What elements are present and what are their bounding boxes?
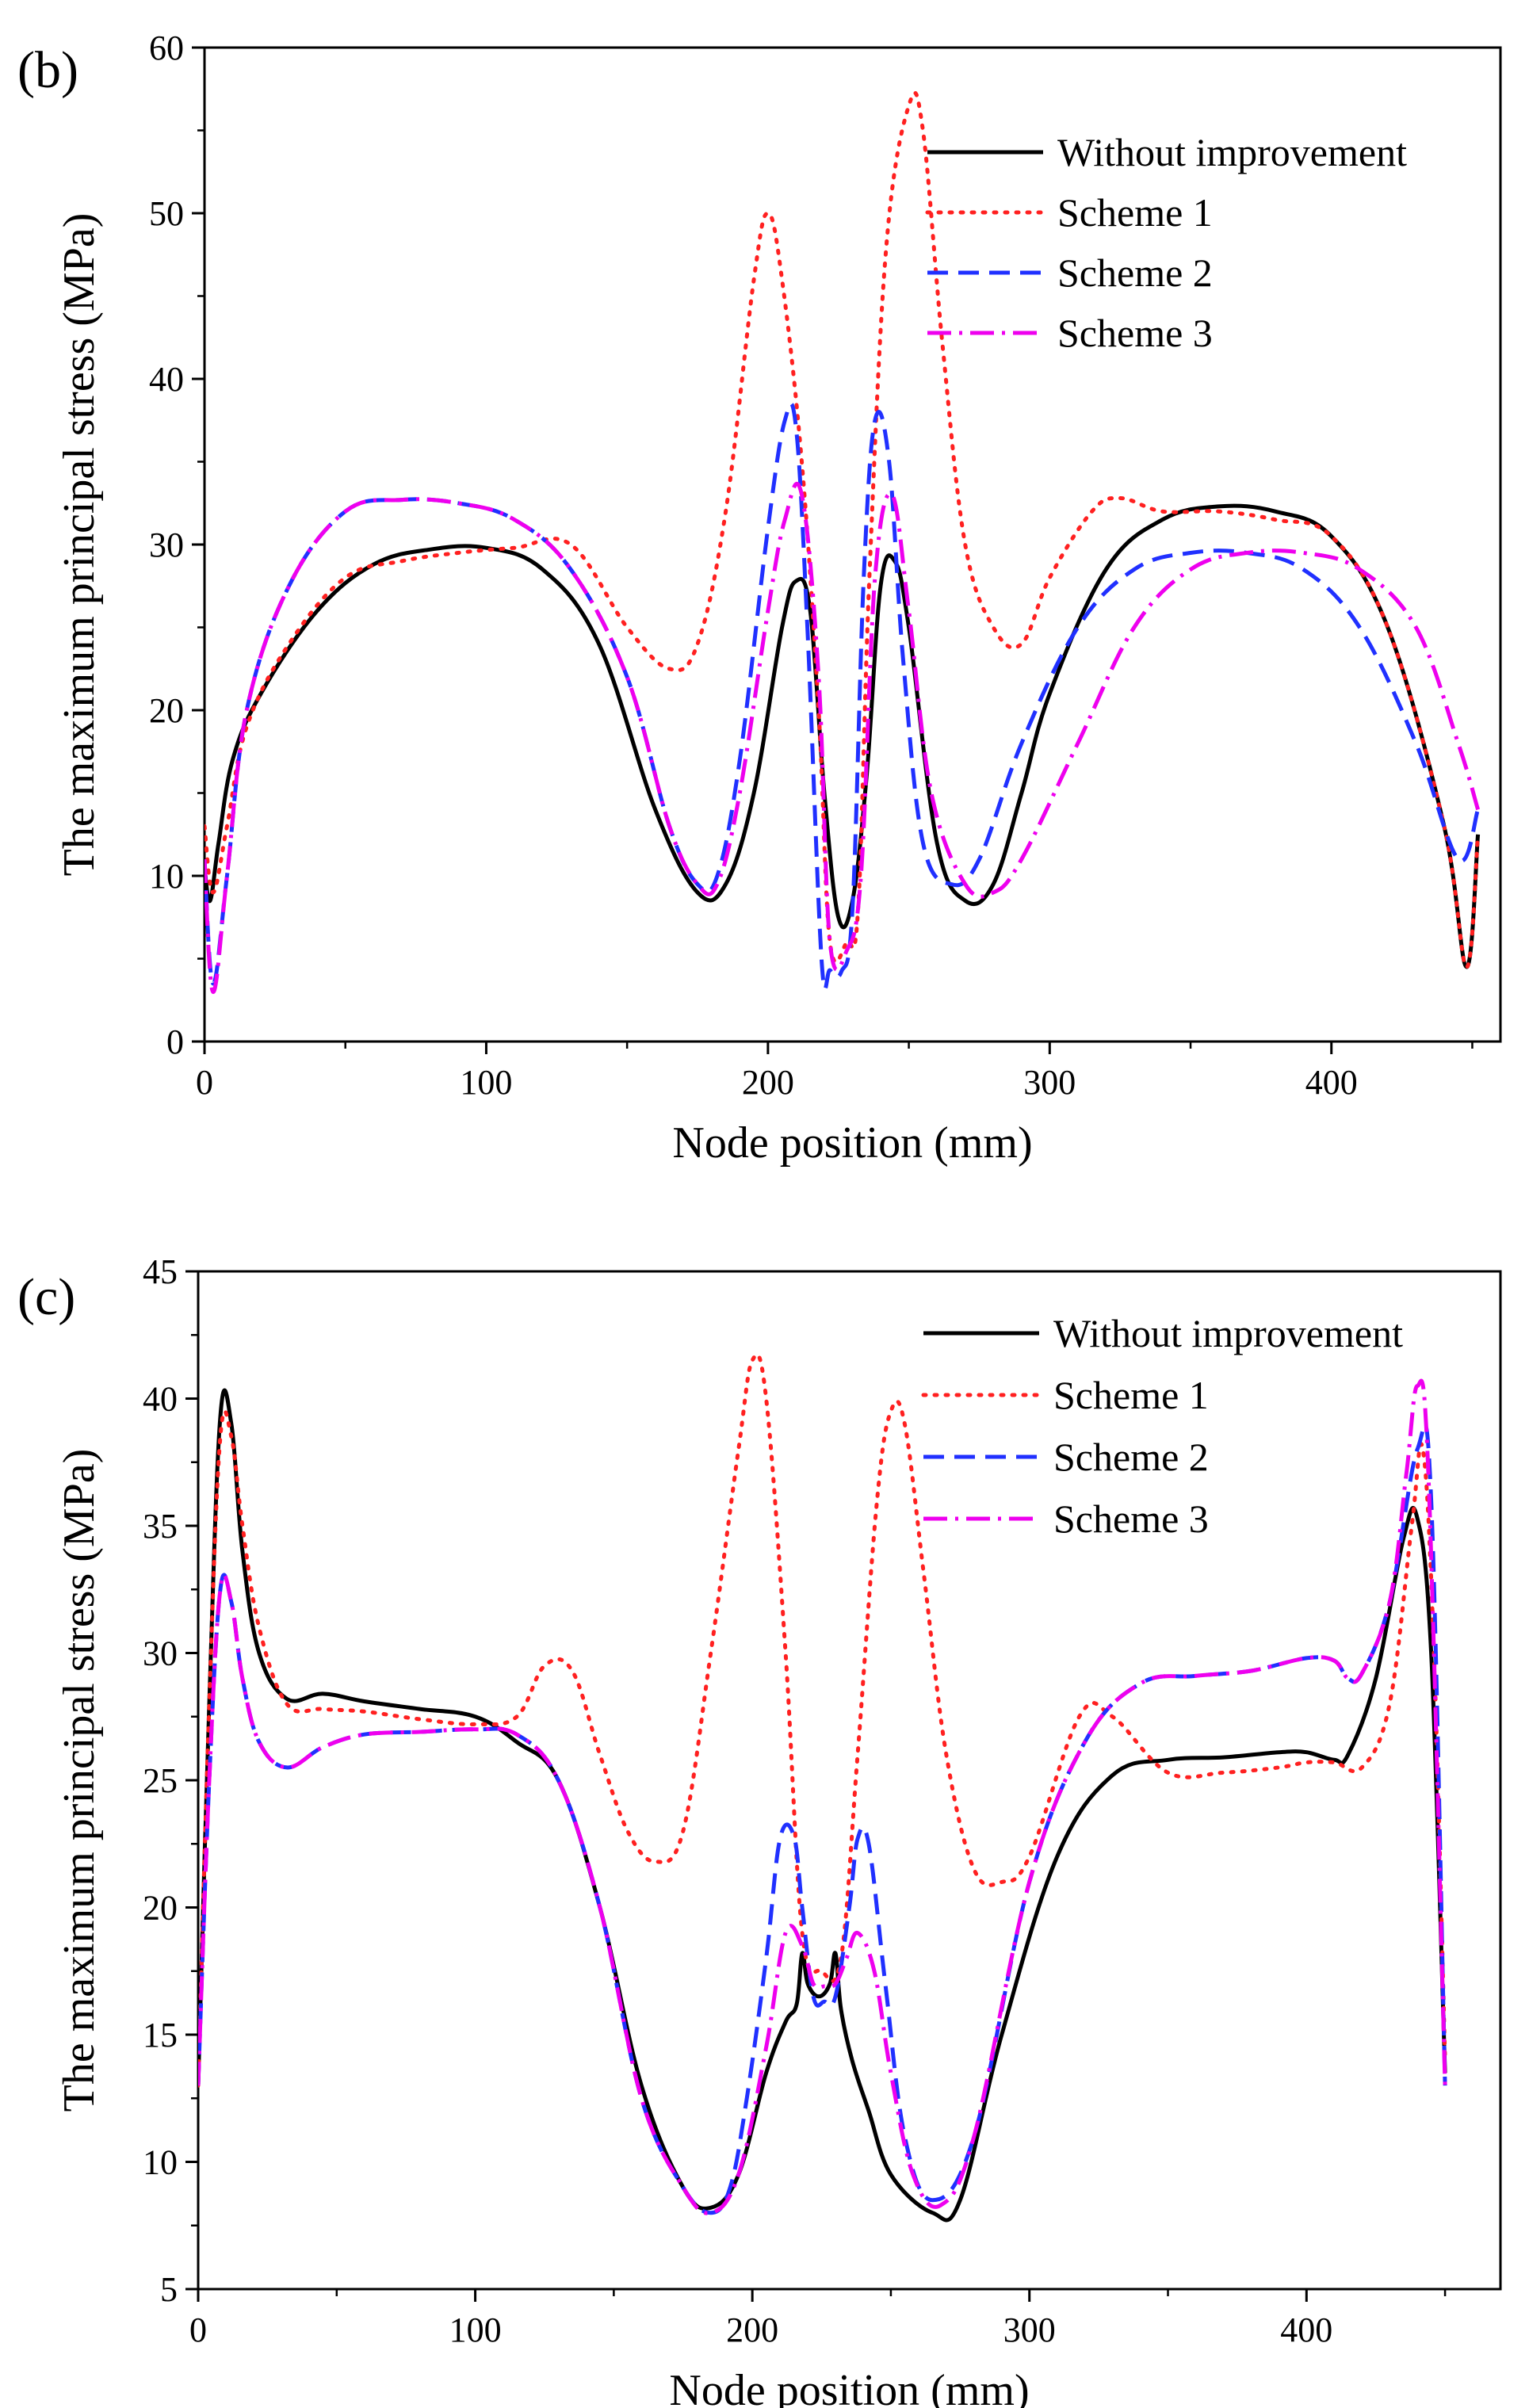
panel-c-series-without-improvement <box>198 1388 1447 2223</box>
panel-c-x-tick-label: 0 <box>189 2311 207 2349</box>
panel-c-series-group <box>198 1352 1447 2223</box>
panel-b-x-tick-label: 0 <box>196 1063 213 1102</box>
panel-b-x-tick-label: 100 <box>460 1063 512 1102</box>
panel-c-y-tick-label: 40 <box>143 1380 178 1419</box>
panel-c-x-tick-label: 300 <box>1003 2311 1056 2349</box>
panel-c-y-axis-title: The maximum principal stress (MPa) <box>55 1449 104 2112</box>
panel-b-y-tick-label: 40 <box>149 360 184 399</box>
panel-b-legend-label: Scheme 3 <box>1057 311 1213 355</box>
panel-c-y-tick-label: 5 <box>160 2270 178 2309</box>
panel-c-y-tick-label: 45 <box>143 1252 178 1291</box>
panel-b-y-axis-title: The maximum principal stress (MPa) <box>55 213 104 877</box>
panel-c-y-tick-label: 20 <box>143 1889 178 1928</box>
panel-c-x-tick-label: 200 <box>726 2311 778 2349</box>
panel-b-legend: Without improvement Scheme 1 Scheme 2 Schem… <box>925 130 1407 355</box>
panel-c-legend-label: Scheme 2 <box>1053 1435 1209 1479</box>
panel-b-series-scheme-3 <box>205 481 1480 994</box>
panel-b-legend-label: Scheme 1 <box>1057 190 1213 235</box>
panel-c-y-tick-label: 35 <box>143 1507 178 1546</box>
panel-c-y-tick-label: 10 <box>143 2143 178 2182</box>
panel-c-legend-label: Scheme 1 <box>1053 1373 1209 1417</box>
panel-c-series-scheme-1 <box>198 1352 1447 2088</box>
panel-c-legend-label: Without improvement <box>1053 1311 1403 1355</box>
panel-b-x-tick-label: 400 <box>1305 1063 1358 1102</box>
panel-b-x-tick-label: 200 <box>742 1063 794 1102</box>
panel-b-series-group <box>205 90 1481 994</box>
panel-c-x-axis-title: Node position (mm) <box>669 2366 1029 2408</box>
panel-c-legend: Without improvement Scheme 1 Scheme 2 Schem… <box>921 1311 1403 1541</box>
panel-c-x-tick-label: 100 <box>449 2311 502 2349</box>
panel-b-legend-label: Scheme 2 <box>1057 250 1213 295</box>
panel-c-legend-label: Scheme 3 <box>1053 1496 1209 1541</box>
panel-b-y-tick-label: 20 <box>149 691 184 730</box>
panel-c-chart: 0 100 200 300 400 5 10 15 20 25 30 35 40 45 Node posit… <box>17 1252 1502 2408</box>
panel-b-chart: 0 100 200 300 400 0 10 20 30 40 50 60 Node position … <box>17 29 1502 1168</box>
panel-b-legend-label: Without improvement <box>1057 130 1407 174</box>
panel-b-y-tick-label: 30 <box>149 526 184 564</box>
panel-b-y-tick-label: 0 <box>166 1022 184 1061</box>
panel-b-series-scheme-1 <box>205 90 1481 969</box>
panel-b-y-tick-label: 60 <box>149 29 184 67</box>
panel-b-y-tick-label: 50 <box>149 194 184 233</box>
panel-c-y-tick-label: 15 <box>143 2016 178 2054</box>
panel-c-y-tick-label: 25 <box>143 1761 178 1800</box>
panel-b-x-tick-label: 300 <box>1023 1063 1076 1102</box>
panel-b-label: (b) <box>17 41 78 99</box>
panel-c-label: (c) <box>17 1268 75 1326</box>
panel-c-y-tick-label: 30 <box>143 1634 178 1673</box>
panel-c-x-tick-label: 400 <box>1280 2311 1332 2349</box>
panel-b-y-tick-label: 10 <box>149 857 184 896</box>
panel-b-x-axis-title: Node position (mm) <box>672 1118 1032 1168</box>
